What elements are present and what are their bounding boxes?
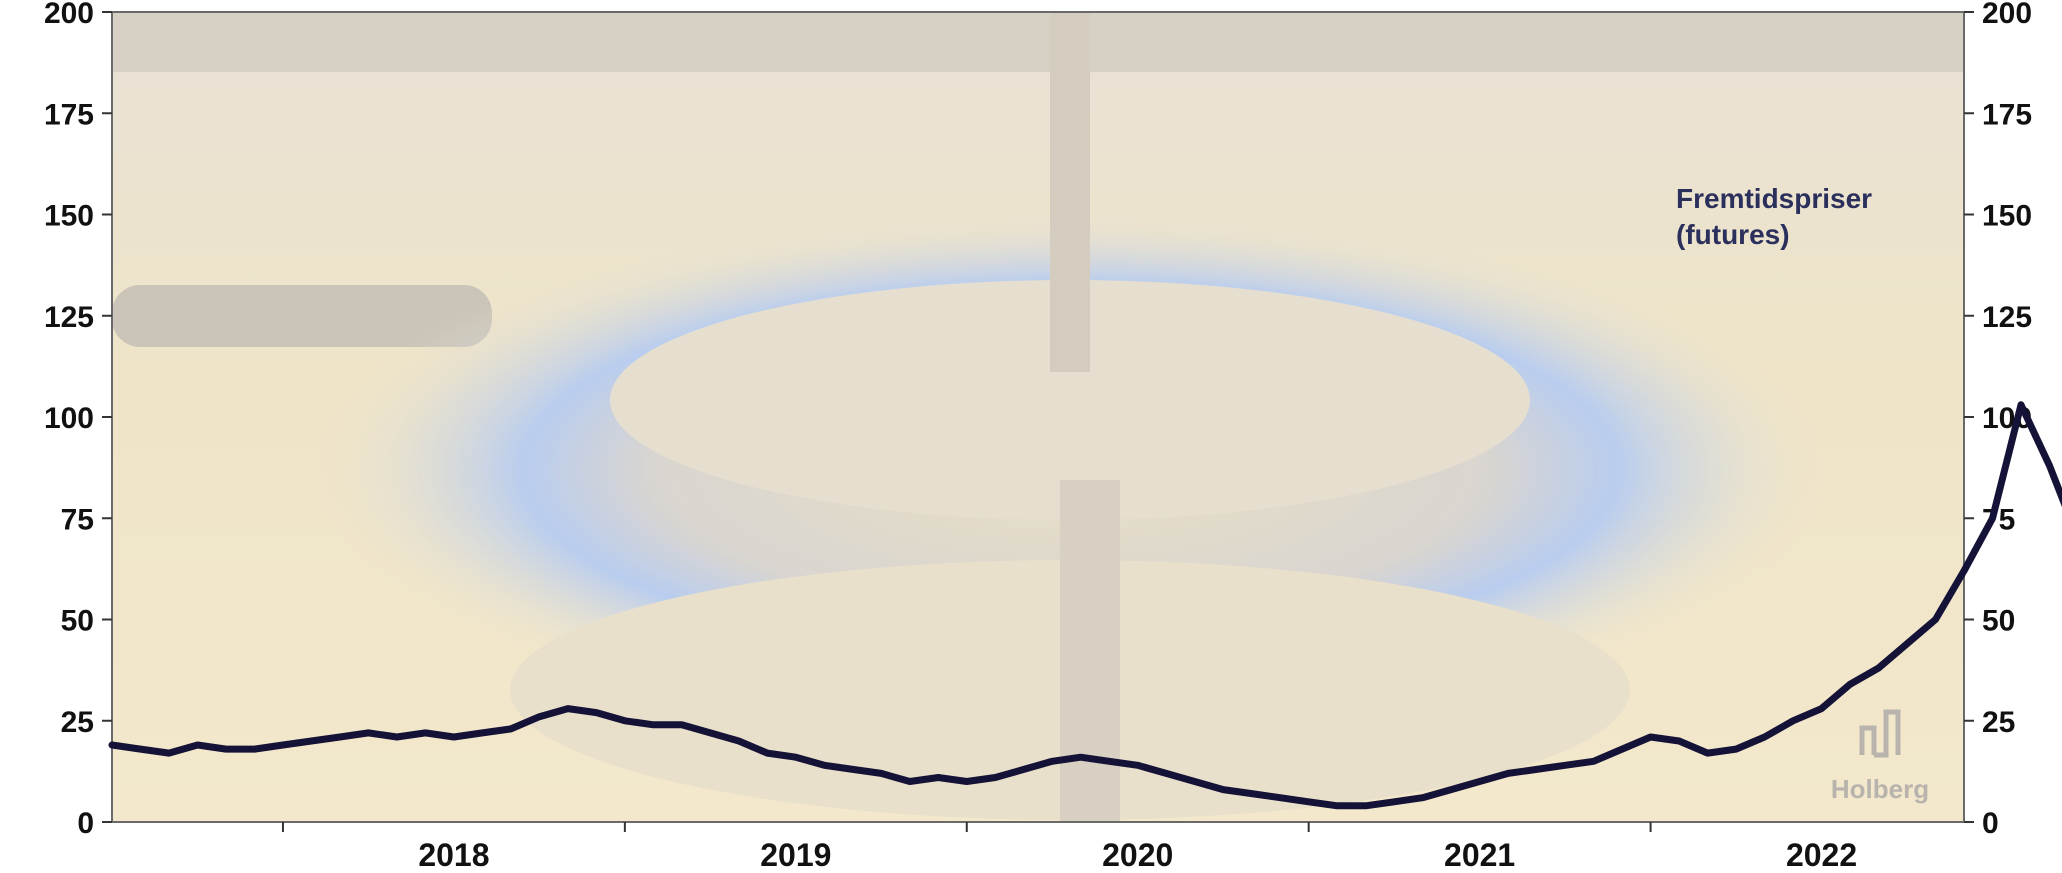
plot-background	[112, 12, 1964, 822]
y-tick-label-left: 150	[44, 200, 94, 233]
grate-bar	[112, 12, 1964, 72]
y-tick-label-left: 100	[44, 402, 94, 435]
y-axis-left: 0 25 50 75 100 125 150 175 200	[44, 0, 112, 840]
y-tick-label-right: 125	[1982, 301, 2032, 334]
y-tick-label-right: 175	[1982, 98, 2032, 131]
series-group	[108, 401, 2062, 810]
y-tick-label-left: 175	[44, 98, 94, 131]
y-tick-label-left: 125	[44, 301, 94, 334]
y-tick-label-right: 150	[1982, 200, 2032, 233]
y-tick-label-left: 75	[61, 503, 94, 536]
futures-annotation: Fremtidspriser (futures)	[1676, 183, 1872, 250]
price-line	[108, 401, 2062, 810]
holberg-logo: Holberg	[1831, 709, 1929, 804]
y-tick-label-right: 50	[1982, 605, 2015, 638]
holberg-logo-icon	[1859, 709, 1901, 758]
y-tick-label-left: 200	[44, 0, 94, 30]
holberg-logo-text: Holberg	[1831, 774, 1929, 804]
y-tick-label-left: 0	[77, 807, 94, 840]
annotation-line: (futures)	[1676, 219, 1790, 250]
y-tick-label-right: 0	[1982, 807, 1999, 840]
annotation-line: Fremtidspriser	[1676, 183, 1872, 214]
y-tick-label-left: 25	[61, 706, 94, 739]
x-tick-label: 2019	[760, 837, 831, 873]
y-tick-label-right: 25	[1982, 706, 2015, 739]
x-tick-label: 2021	[1444, 837, 1515, 873]
x-tick-label: 2018	[418, 837, 489, 873]
x-tick-label: 2020	[1102, 837, 1173, 873]
grate-post	[1050, 12, 1090, 372]
grate-post	[1060, 480, 1120, 822]
x-axis: 2018 2019 2020 2021 2022	[281, 822, 1857, 873]
y-tick-label-right: 200	[1982, 0, 2032, 30]
grate-bar	[112, 285, 492, 347]
x-tick-label: 2022	[1786, 837, 1857, 873]
burner-cap	[610, 280, 1530, 520]
y-tick-label-left: 50	[61, 605, 94, 638]
